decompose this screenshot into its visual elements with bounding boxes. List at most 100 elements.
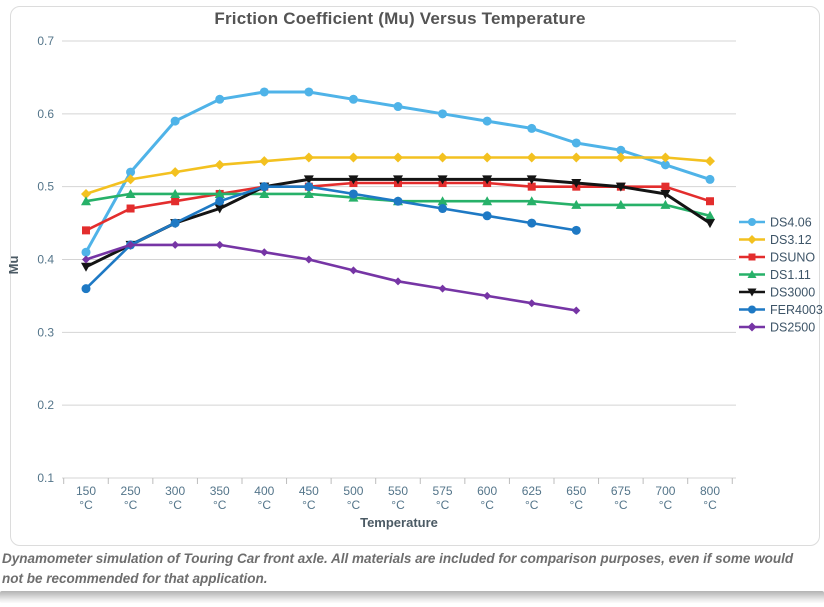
data-point — [571, 225, 581, 235]
x-tick-label: 700 — [655, 484, 675, 498]
x-axis-title: Temperature — [360, 515, 438, 530]
chart-title: Friction Coefficient (Mu) Versus Tempera… — [214, 9, 586, 28]
legend-marker — [748, 253, 756, 261]
legend-item[interactable]: DS1.11 — [739, 268, 811, 282]
data-point — [393, 102, 403, 112]
y-tick-label: 0.5 — [37, 180, 54, 194]
legend-label: FER4003 — [770, 303, 823, 317]
x-tick-unit: °C — [124, 498, 138, 512]
data-point — [660, 160, 670, 170]
legend-marker — [748, 305, 756, 314]
horizontal-scrollbar[interactable] — [0, 591, 824, 603]
data-point — [259, 188, 270, 198]
chart-card — [10, 6, 820, 546]
x-tick-label: 350 — [210, 484, 230, 498]
x-tick-unit: °C — [391, 498, 405, 512]
legend-item[interactable]: DSUNO — [739, 251, 815, 265]
data-point — [126, 167, 136, 177]
x-tick-label: 450 — [299, 484, 319, 498]
data-point — [571, 179, 582, 189]
data-point — [81, 188, 91, 199]
x-tick-unit: °C — [258, 498, 272, 512]
x-tick-label: 400 — [254, 484, 274, 498]
x-tick-label: 500 — [343, 484, 363, 498]
data-point — [616, 145, 626, 155]
data-point — [526, 175, 537, 185]
x-tick-unit: °C — [347, 498, 361, 512]
data-point — [82, 255, 90, 264]
data-point — [348, 175, 359, 185]
data-point — [126, 204, 135, 213]
x-tick-label: 300 — [165, 484, 185, 498]
series-line — [85, 185, 577, 290]
data-point — [215, 196, 225, 206]
data-point — [437, 175, 448, 185]
legend-label: DS3.12 — [770, 233, 812, 247]
legend-marker — [747, 288, 757, 297]
data-point — [705, 156, 715, 167]
data-point — [170, 218, 180, 228]
data-point — [171, 197, 180, 206]
legend-item[interactable]: FER4003 — [739, 303, 823, 317]
data-point — [348, 152, 359, 163]
data-point — [437, 196, 448, 206]
data-point — [527, 218, 537, 228]
data-point — [660, 189, 671, 199]
data-point — [171, 240, 180, 249]
data-point — [393, 152, 403, 163]
data-point — [170, 116, 180, 126]
data-point — [303, 188, 314, 198]
legend-label: DS2500 — [770, 321, 815, 335]
x-tick-unit: °C — [436, 498, 450, 512]
legend-label: DSUNO — [770, 251, 815, 265]
data-point — [660, 199, 671, 209]
data-point — [304, 87, 314, 97]
data-point — [615, 199, 626, 209]
data-point — [705, 219, 715, 229]
x-tick-unit: °C — [168, 498, 182, 512]
data-point — [438, 284, 447, 293]
legend-label: DS4.06 — [770, 216, 812, 230]
x-tick-label: 575 — [433, 484, 453, 498]
x-tick-label: 600 — [477, 484, 497, 498]
legend-marker — [748, 218, 756, 226]
data-point — [571, 199, 582, 209]
legend-item[interactable]: DS2500 — [739, 321, 815, 335]
x-tick-label: 625 — [522, 484, 542, 498]
data-point — [394, 277, 402, 286]
x-tick-unit: °C — [302, 498, 316, 512]
x-tick-label: 650 — [566, 484, 586, 498]
data-point — [482, 175, 493, 185]
data-point — [393, 196, 403, 206]
x-tick-unit: °C — [525, 498, 539, 512]
x-tick-unit: °C — [703, 498, 717, 512]
data-point — [438, 109, 448, 119]
data-point — [527, 123, 537, 133]
legend-label: DS1.11 — [770, 268, 811, 282]
data-point — [482, 152, 493, 163]
y-tick-label: 0.7 — [37, 34, 54, 48]
y-axis-title: Mu — [6, 256, 21, 275]
x-tick-label: 675 — [611, 484, 631, 498]
data-point — [482, 211, 492, 221]
data-point — [125, 188, 136, 198]
legend-item[interactable]: DS4.06 — [739, 216, 812, 230]
x-tick-unit: °C — [213, 498, 227, 512]
y-tick-label: 0.1 — [37, 471, 54, 485]
x-tick-label: 800 — [700, 484, 720, 498]
series-line — [85, 243, 577, 312]
legend-label: DS3000 — [770, 286, 815, 300]
data-point — [348, 189, 358, 199]
data-point — [259, 87, 269, 97]
data-point — [527, 299, 536, 308]
x-tick-label: 250 — [121, 484, 141, 498]
data-point — [527, 182, 536, 191]
data-point — [348, 94, 358, 104]
y-tick-label: 0.4 — [37, 253, 54, 267]
legend-item[interactable]: DS3.12 — [739, 233, 812, 247]
y-tick-label: 0.6 — [37, 107, 54, 121]
legend-item[interactable]: DS3000 — [739, 286, 815, 300]
x-tick-unit: °C — [659, 498, 673, 512]
data-point — [81, 284, 91, 294]
data-point — [303, 152, 314, 163]
